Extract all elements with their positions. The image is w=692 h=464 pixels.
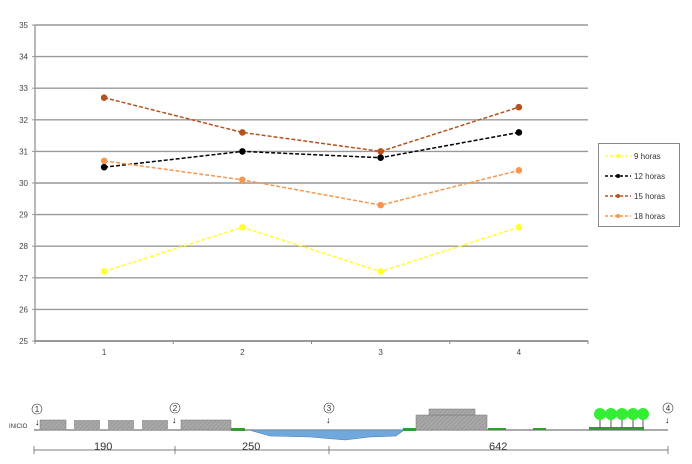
y-tick-label: 33: [19, 84, 28, 93]
x-axis: 1 2 3 4: [34, 340, 589, 357]
data-point: [515, 223, 523, 231]
data-point: [515, 129, 523, 136]
data-point: [515, 167, 523, 174]
buildings: [39, 408, 488, 431]
series-9-horas: [100, 223, 523, 275]
x-tick-label: 1: [102, 348, 107, 357]
distance-label-1: 190: [94, 441, 112, 453]
start-label: INICIO: [9, 424, 28, 430]
point-marker-4: 4 ↓: [662, 402, 674, 425]
legend-label: 18 horas: [634, 211, 666, 221]
y-axis: 25 26 27 28 29 30 31 32 33 34 35: [19, 21, 36, 346]
data-point: [377, 201, 384, 209]
trees: [594, 408, 649, 428]
legend-line-icon: [605, 214, 631, 218]
data-point: [100, 94, 108, 101]
legend-label: 12 horas: [634, 171, 666, 181]
data-point: [239, 148, 246, 155]
x-tick-label: 2: [240, 348, 245, 357]
legend-item-18-horas: 18 horas: [605, 210, 665, 222]
x-tick-label: 4: [517, 348, 522, 357]
series-15-horas: [100, 94, 523, 155]
y-tick-label: 35: [19, 21, 28, 30]
y-tick-label: 25: [19, 337, 28, 346]
vegetation: [231, 427, 644, 431]
legend-line-icon: [605, 154, 631, 158]
series-18-horas: [100, 157, 523, 209]
legend-item-9-horas: 9 horas: [605, 150, 661, 162]
data-point: [377, 148, 384, 155]
point-marker-2: 2 ↓: [169, 402, 181, 425]
down-arrow-icon: ↓: [35, 417, 40, 427]
legend-label: 15 horas: [634, 191, 666, 201]
river: [248, 429, 405, 441]
y-tick-label: 32: [19, 116, 28, 125]
series-12-horas: [100, 129, 523, 171]
x-tick-label: 3: [378, 348, 383, 357]
distance-label-3: 642: [489, 441, 507, 453]
data-point: [100, 157, 108, 165]
legend-line-icon: [605, 194, 631, 198]
data-point: [515, 103, 523, 111]
svg-text:1: 1: [35, 405, 40, 414]
data-point: [100, 163, 108, 171]
down-arrow-icon: ↓: [665, 415, 670, 425]
y-tick-label: 30: [19, 179, 28, 188]
distance-scale: [33, 446, 669, 454]
svg-text:4: 4: [666, 404, 671, 413]
legend-item-12-horas: 12 horas: [605, 170, 665, 182]
y-tick-label: 27: [19, 274, 28, 283]
data-point: [239, 223, 246, 231]
distance-label-2: 250: [242, 441, 260, 453]
route-profile-diagram: INICIO 1 ↓ 2 ↓ 3 ↓ 4 ↓ 190 250 642: [9, 402, 674, 454]
point-marker-1: 1 ↓: [31, 403, 43, 427]
y-tick-label: 28: [19, 242, 28, 251]
down-arrow-icon: ↓: [326, 415, 331, 425]
data-point: [100, 268, 108, 275]
svg-text:3: 3: [327, 404, 332, 413]
legend-item-15-horas: 15 horas: [605, 190, 665, 202]
data-point: [377, 268, 384, 275]
data-point: [239, 129, 246, 136]
down-arrow-icon: ↓: [172, 415, 177, 425]
svg-text:2: 2: [173, 404, 178, 413]
data-series: [100, 94, 523, 275]
y-tick-label: 26: [19, 305, 28, 314]
y-tick-label: 34: [19, 53, 28, 62]
data-point: [239, 176, 246, 184]
data-point: [377, 154, 384, 162]
point-marker-3: 3 ↓: [323, 402, 335, 425]
y-tick-label: 29: [19, 211, 28, 220]
gridlines: [35, 24, 588, 342]
legend-line-icon: [605, 174, 631, 178]
y-tick-label: 31: [19, 147, 28, 156]
legend-label: 9 horas: [634, 151, 661, 161]
chart-legend: 9 horas 12 horas 15 horas 18 horas: [598, 143, 680, 227]
